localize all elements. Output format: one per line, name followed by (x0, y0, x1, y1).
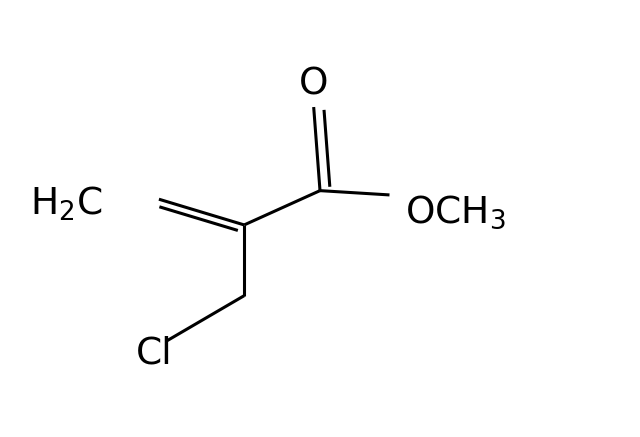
Text: O: O (299, 67, 328, 103)
Text: H$_2$C: H$_2$C (29, 184, 102, 222)
Text: Cl: Cl (136, 336, 173, 371)
Text: OCH$_3$: OCH$_3$ (405, 193, 506, 231)
